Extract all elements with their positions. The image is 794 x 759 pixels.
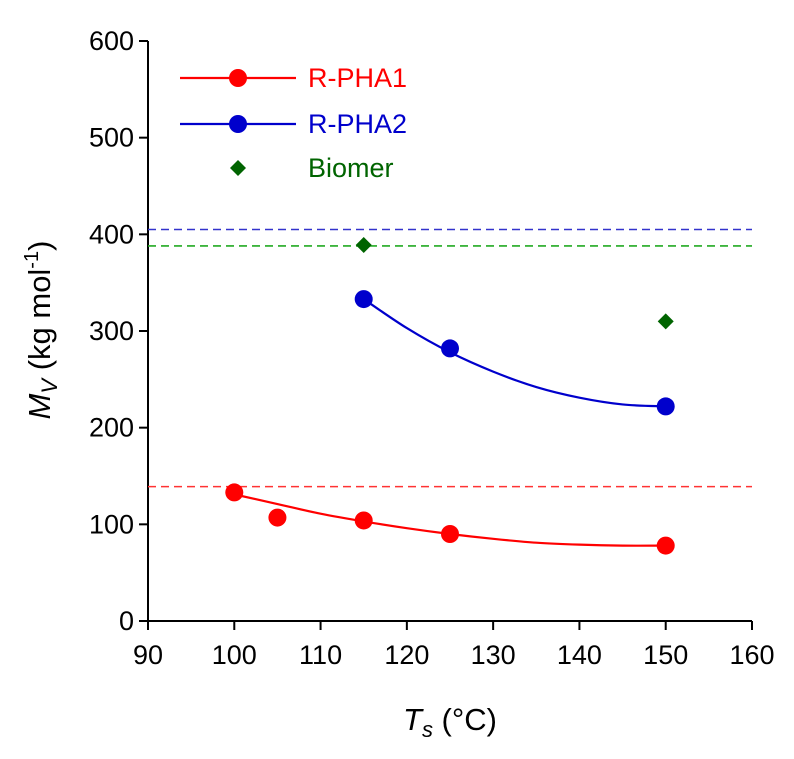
series-r-pha2 — [354, 290, 675, 416]
legend-label: R-PHA2 — [308, 109, 407, 139]
y-tick-label: 100 — [89, 509, 134, 539]
legend-label: Biomer — [308, 153, 394, 183]
data-point — [441, 525, 459, 543]
y-tick-label: 0 — [119, 606, 134, 636]
x-tick-label: 120 — [384, 640, 429, 670]
y-axis-label: MV (kg mol-1) — [21, 241, 62, 420]
x-tick-label: 130 — [471, 640, 516, 670]
plot-area: 90 100 110 120 130 140 150 160 0 100 200 300 400 500 6… — [21, 26, 775, 742]
x-tick-label: 140 — [557, 640, 602, 670]
legend-swatch-marker — [229, 69, 247, 87]
x-axis-label: Ts (°C) — [403, 702, 497, 742]
y-tick-label: 600 — [89, 26, 134, 56]
data-point — [441, 339, 459, 358]
x-tick-label: 150 — [643, 640, 688, 670]
data-point — [656, 536, 675, 555]
x-tick-label: 100 — [212, 640, 257, 670]
series-r-pha1 — [225, 483, 675, 555]
legend-swatch-marker — [229, 115, 247, 133]
data-point — [268, 508, 287, 527]
y-tick-label: 500 — [89, 123, 134, 153]
x-tick-label: 110 — [299, 640, 342, 670]
data-point — [355, 236, 372, 253]
data-point — [354, 290, 373, 309]
data-point — [225, 483, 244, 502]
data-point — [656, 397, 675, 416]
legend-label: R-PHA1 — [308, 63, 407, 93]
x-tick-label: 90 — [133, 640, 163, 670]
legend-item: R-PHA2 — [180, 109, 407, 139]
fit-line — [363, 298, 666, 408]
y-tick-label: 400 — [89, 219, 134, 249]
series-biomer — [355, 236, 674, 330]
y-tick-label: 300 — [89, 316, 134, 346]
legend: R-PHA1 R-PHA2 Biomer — [180, 63, 407, 183]
legend-swatch-marker — [230, 160, 246, 176]
x-tick-label: 160 — [729, 640, 774, 670]
data-point — [354, 511, 373, 530]
legend-item: R-PHA1 — [180, 63, 407, 93]
data-point — [657, 313, 674, 330]
legend-item: Biomer — [230, 153, 394, 183]
y-tick-label: 200 — [89, 413, 134, 443]
